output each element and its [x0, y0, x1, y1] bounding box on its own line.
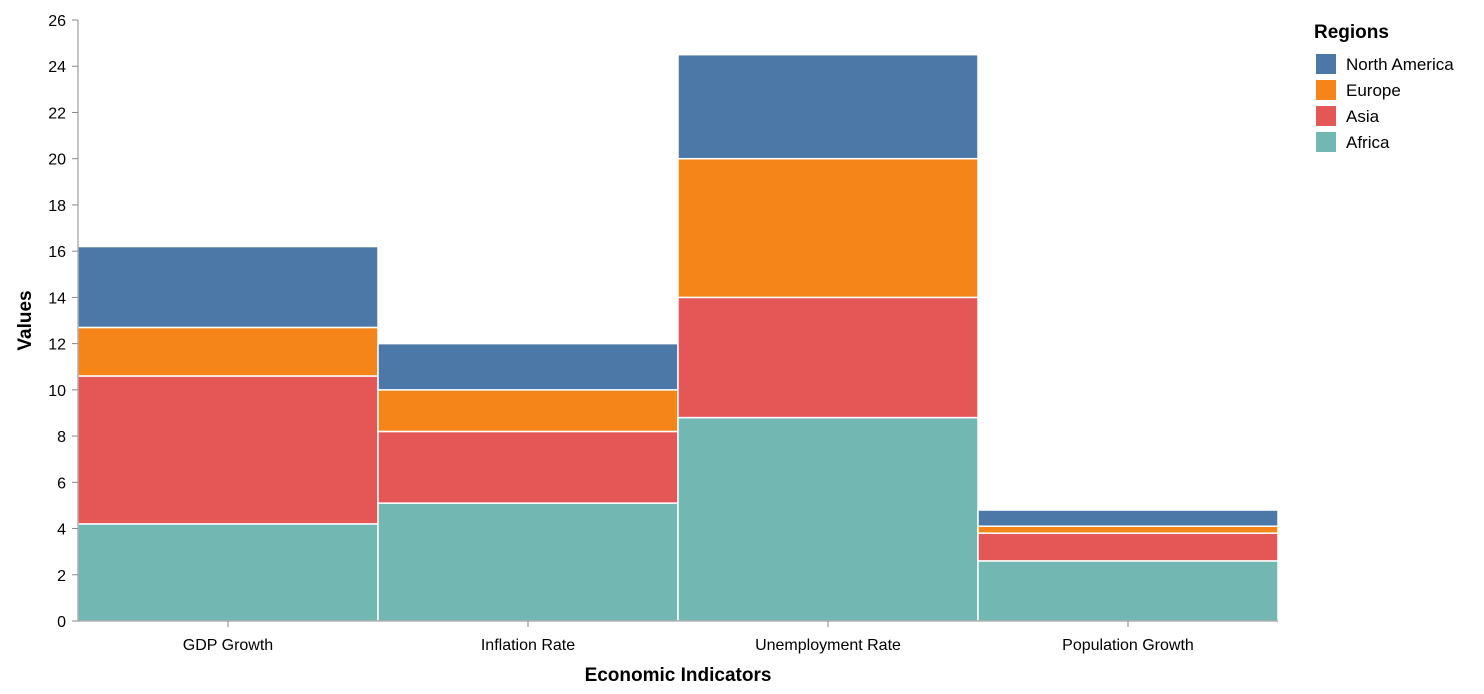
bar-population-growth-europe	[977, 525, 1279, 534]
legend-swatch-north-america	[1316, 54, 1336, 74]
y-axis-title: Values	[15, 290, 36, 350]
y-tick-label: 26	[48, 13, 66, 30]
bar-inflation-rate-europe	[377, 389, 679, 433]
y-tick-label: 8	[57, 429, 66, 446]
y-tick-label: 22	[48, 105, 66, 122]
legend-label-europe: Europe	[1346, 81, 1401, 100]
y-tick-label: 20	[48, 152, 66, 169]
x-tick-label-gdp-growth: GDP Growth	[183, 637, 273, 654]
x-tick-label-population-growth: Population Growth	[1062, 637, 1194, 654]
y-tick-label: 6	[57, 475, 66, 492]
legend-swatch-europe	[1316, 80, 1336, 100]
y-tick-label: 14	[48, 290, 66, 307]
bar-gdp-growth-north-america	[77, 245, 379, 329]
legend: Regions North America Europe Asia Africa	[1314, 22, 1454, 152]
y-tick-label: 12	[48, 337, 66, 354]
bar-inflation-rate-asia	[377, 430, 679, 504]
bar-unemployment-rate-asia	[677, 296, 979, 419]
x-tick-label-unemployment-rate: Unemployment Rate	[755, 637, 901, 654]
y-tick-label: 0	[57, 614, 66, 631]
bar-inflation-rate-north-america	[377, 342, 679, 391]
y-tick-label: 16	[48, 244, 66, 261]
bar-unemployment-rate-europe	[677, 157, 979, 299]
bar-unemployment-rate-africa	[677, 416, 979, 622]
bars-layer	[77, 53, 1279, 622]
x-tick-label-inflation-rate: Inflation Rate	[481, 637, 575, 654]
legend-swatch-africa	[1316, 132, 1336, 152]
bar-gdp-growth-asia	[77, 375, 379, 525]
y-tick-label: 18	[48, 198, 66, 215]
legend-title: Regions	[1314, 22, 1389, 43]
legend-label-asia: Asia	[1346, 107, 1380, 126]
x-axis-title: Economic Indicators	[585, 665, 772, 686]
bar-gdp-growth-europe	[77, 326, 379, 377]
legend-label-africa: Africa	[1346, 133, 1390, 152]
bar-population-growth-africa	[977, 560, 1279, 622]
bar-population-growth-asia	[977, 532, 1279, 562]
y-tick-label: 24	[48, 59, 66, 76]
bar-gdp-growth-africa	[77, 523, 379, 622]
bar-population-growth-north-america	[977, 509, 1279, 527]
legend-label-north-america: North America	[1346, 55, 1454, 74]
y-tick-label: 10	[48, 383, 66, 400]
bar-inflation-rate-africa	[377, 502, 679, 622]
y-tick-label: 2	[57, 568, 66, 585]
bar-unemployment-rate-north-america	[677, 53, 979, 160]
x-axis: GDP Growth Inflation Rate Unemployment Rat…	[78, 620, 1278, 654]
y-tick-label: 4	[57, 522, 66, 539]
legend-swatch-asia	[1316, 106, 1336, 126]
